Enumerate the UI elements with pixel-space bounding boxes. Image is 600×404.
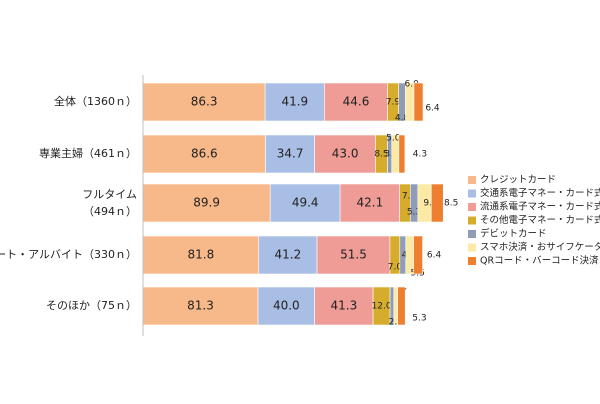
data-label: 7.9: [386, 98, 401, 108]
data-label: 41.3: [331, 299, 358, 313]
data-label: 4.8: [395, 114, 410, 124]
legend-label: 交通系電子マネー・カード式: [480, 187, 600, 199]
data-label: 41.2: [275, 248, 302, 262]
category-label: （494ｎ）: [83, 205, 137, 218]
bar-segment: [265, 134, 315, 174]
category-label: パート・アルバイト（330ｎ）: [0, 248, 137, 261]
data-label: 12.0: [372, 302, 392, 312]
bar-segment: [398, 134, 406, 174]
data-label: 5.0: [386, 134, 401, 144]
category-label: フルタイム: [82, 188, 137, 201]
data-label: 2.7: [389, 318, 403, 328]
legend-swatch: [468, 257, 476, 265]
bar-segment: [264, 82, 325, 122]
category-label: そのほか（75ｎ）: [46, 299, 137, 312]
legend-swatch: [468, 216, 476, 225]
legend-label: クレジットカード: [480, 175, 556, 186]
data-label: 81.8: [188, 248, 215, 262]
data-label: 86.6: [191, 147, 218, 161]
bar-segment: [339, 183, 400, 223]
bar-segment: [314, 134, 376, 174]
legend-swatch: [468, 176, 476, 184]
bar-segment: [413, 82, 424, 122]
bar-segment: [257, 286, 315, 326]
bar-segment: [142, 82, 266, 122]
category-label: 全体（1360ｎ）: [54, 94, 137, 108]
bar-segment: [142, 183, 271, 223]
data-label: 6.4: [425, 104, 440, 114]
bar-segment: [430, 183, 444, 223]
bar-segment: [314, 286, 374, 326]
bar-segment: [316, 235, 391, 275]
bar-segment: [142, 286, 259, 326]
legend-label: スマホ決済・おサイフケータイ: [480, 241, 600, 253]
category-label: 専業主婦（461ｎ）: [39, 146, 137, 160]
legend-label: QRコード・バーコード決済: [480, 255, 599, 267]
data-label: 89.9: [193, 196, 220, 210]
data-label: 4.3: [413, 150, 427, 160]
data-label: 81.3: [187, 299, 214, 313]
legend-label: 流通系電子マネー・カード式: [480, 201, 600, 213]
data-label: 49.4: [292, 196, 319, 210]
legend-swatch: [468, 203, 476, 211]
bar-segment: [413, 235, 423, 275]
data-label: 51.5: [340, 248, 367, 262]
data-label: 5.3: [412, 314, 426, 324]
data-label: 6.0: [405, 80, 420, 90]
bar-segment: [324, 82, 388, 122]
data-label: 8.5: [374, 150, 388, 160]
legend-label: その他電子マネー・カード式: [480, 214, 600, 226]
legend-swatch: [468, 189, 476, 198]
data-label: 43.0: [332, 147, 359, 161]
data-label: 40.0: [273, 299, 300, 313]
bar-segment: [142, 235, 260, 275]
bar-segment: [397, 286, 406, 326]
data-label: 42.1: [357, 196, 384, 210]
data-label: 6.4: [427, 251, 442, 261]
bar-segment: [258, 235, 318, 275]
data-label: 8.5: [444, 199, 458, 209]
data-label: 5.3: [407, 208, 421, 218]
legend-swatch: [468, 230, 476, 238]
data-label: 41.9: [281, 95, 308, 109]
data-label: 44.6: [343, 95, 370, 109]
legend-swatch: [468, 243, 476, 252]
legend-label: デビットカード: [480, 228, 547, 240]
data-label: 34.7: [277, 147, 304, 161]
data-label: 86.3: [191, 95, 218, 109]
data-label: 7.5: [402, 192, 416, 202]
data-label: 7.0: [388, 263, 403, 273]
data-label: 9.5: [423, 199, 437, 209]
